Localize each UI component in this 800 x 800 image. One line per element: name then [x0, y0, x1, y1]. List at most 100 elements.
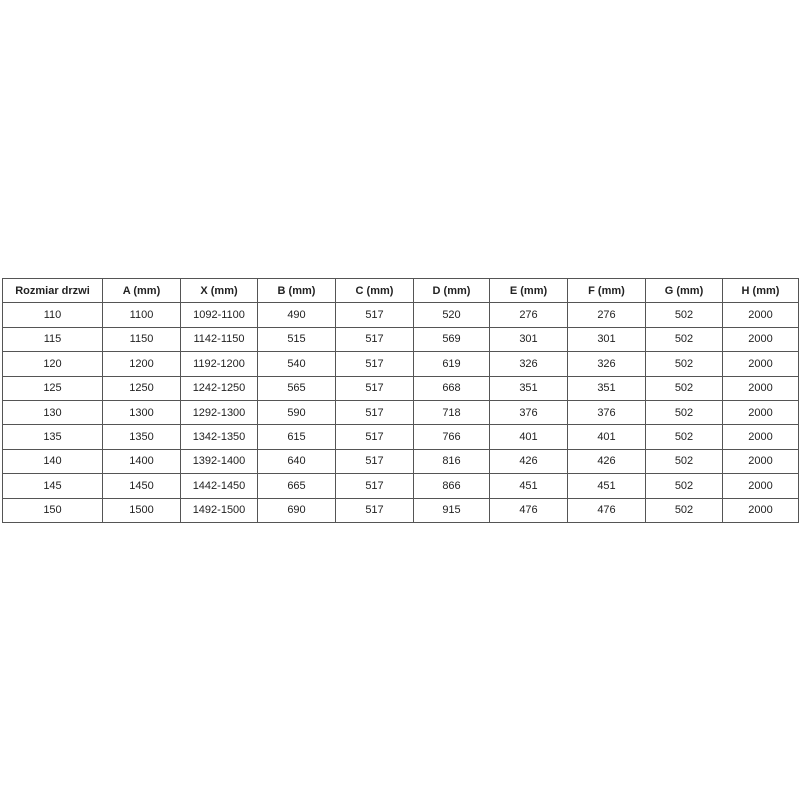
table-cell: 1100 [102, 302, 181, 328]
table-cell: 326 [489, 351, 568, 377]
table-cell: 517 [335, 351, 414, 377]
table-cell: 476 [489, 497, 568, 523]
table-cell: 2000 [722, 302, 799, 328]
table-cell: 376 [567, 399, 646, 426]
table-cell: 502 [645, 448, 723, 475]
column-header: C (mm) [335, 277, 414, 304]
table-cell: 1492-1500 [180, 497, 258, 523]
table-cell: 517 [335, 424, 414, 450]
table-cell: 1500 [102, 497, 181, 523]
table-cell: 520 [413, 302, 490, 328]
table-cell: 1392-1400 [180, 448, 258, 475]
table-cell: 619 [413, 351, 490, 377]
table-cell: 640 [257, 448, 336, 475]
table-cell: 569 [413, 326, 490, 353]
table-cell: 517 [335, 375, 414, 401]
table-cell: 615 [257, 424, 336, 450]
column-header: H (mm) [722, 277, 799, 304]
table-cell: 2000 [722, 351, 799, 377]
table-cell: 1292-1300 [180, 399, 258, 426]
table-cell: 1442-1450 [180, 473, 258, 499]
table-cell: 515 [257, 326, 336, 353]
column-header: B (mm) [257, 277, 336, 304]
column-header: F (mm) [567, 277, 646, 304]
table-cell: 115 [2, 326, 103, 353]
table-cell: 276 [567, 302, 646, 328]
table-cell: 2000 [722, 375, 799, 401]
table-cell: 2000 [722, 473, 799, 499]
dimensions-table: Rozmiar drzwi A (mm) X (mm) B (mm) C (mm) D (… [2, 277, 799, 523]
table-header-row: Rozmiar drzwi A (mm) X (mm) B (mm) C (mm) D (… [2, 277, 799, 304]
table-cell: 376 [489, 399, 568, 426]
column-header: E (mm) [489, 277, 568, 304]
table-cell: 1342-1350 [180, 424, 258, 450]
column-header: G (mm) [645, 277, 723, 304]
table-cell: 401 [567, 424, 646, 450]
table-cell: 145 [2, 473, 103, 499]
table-cell: 502 [645, 399, 723, 426]
table-cell: 1192-1200 [180, 351, 258, 377]
table-cell: 540 [257, 351, 336, 377]
table-row: 110 1100 1092-1100 490 517 520 276 276 502 2000 [2, 302, 799, 328]
column-header: D (mm) [413, 277, 490, 304]
table-cell: 1092-1100 [180, 302, 258, 328]
table-cell: 401 [489, 424, 568, 450]
table-row: 145 1450 1442-1450 665 517 866 451 451 502 2000 [2, 473, 799, 499]
table-row: 130 1300 1292-1300 590 517 718 376 376 502 2000 [2, 399, 799, 426]
table-cell: 517 [335, 326, 414, 353]
column-header: A (mm) [102, 277, 181, 304]
table-cell: 517 [335, 473, 414, 499]
table-cell: 2000 [722, 399, 799, 426]
table-cell: 915 [413, 497, 490, 523]
table-cell: 668 [413, 375, 490, 401]
table-cell: 766 [413, 424, 490, 450]
table-row: 115 1150 1142-1150 515 517 569 301 301 502 2000 [2, 326, 799, 353]
table-row: 135 1350 1342-1350 615 517 766 401 401 502 2000 [2, 424, 799, 450]
table-cell: 120 [2, 351, 103, 377]
table-cell: 301 [567, 326, 646, 353]
table-cell: 276 [489, 302, 568, 328]
table-cell: 351 [567, 375, 646, 401]
table-cell: 1450 [102, 473, 181, 499]
table-cell: 690 [257, 497, 336, 523]
table-cell: 135 [2, 424, 103, 450]
table-cell: 2000 [722, 448, 799, 475]
table-cell: 1200 [102, 351, 181, 377]
table-cell: 2000 [722, 497, 799, 523]
table-cell: 866 [413, 473, 490, 499]
table-cell: 426 [489, 448, 568, 475]
column-header: Rozmiar drzwi [2, 277, 103, 304]
table-cell: 665 [257, 473, 336, 499]
table-cell: 451 [489, 473, 568, 499]
table-row: 125 1250 1242-1250 565 517 668 351 351 502 2000 [2, 375, 799, 401]
table-cell: 490 [257, 302, 336, 328]
table-cell: 502 [645, 497, 723, 523]
table-cell: 1150 [102, 326, 181, 353]
table-cell: 326 [567, 351, 646, 377]
table-cell: 2000 [722, 326, 799, 353]
table-cell: 816 [413, 448, 490, 475]
table-cell: 502 [645, 473, 723, 499]
table-cell: 502 [645, 326, 723, 353]
table-cell: 2000 [722, 424, 799, 450]
table-cell: 451 [567, 473, 646, 499]
table-cell: 1300 [102, 399, 181, 426]
table-cell: 517 [335, 302, 414, 328]
table-cell: 130 [2, 399, 103, 426]
table-cell: 565 [257, 375, 336, 401]
table-cell: 125 [2, 375, 103, 401]
table-cell: 1400 [102, 448, 181, 475]
table-cell: 517 [335, 497, 414, 523]
table-cell: 301 [489, 326, 568, 353]
table-cell: 476 [567, 497, 646, 523]
table-cell: 150 [2, 497, 103, 523]
table-cell: 110 [2, 302, 103, 328]
table-cell: 517 [335, 399, 414, 426]
table-row: 140 1400 1392-1400 640 517 816 426 426 502 2000 [2, 448, 799, 475]
table-cell: 140 [2, 448, 103, 475]
column-header: X (mm) [180, 277, 258, 304]
table-cell: 718 [413, 399, 490, 426]
table-cell: 1350 [102, 424, 181, 450]
table-cell: 1250 [102, 375, 181, 401]
table-cell: 502 [645, 424, 723, 450]
